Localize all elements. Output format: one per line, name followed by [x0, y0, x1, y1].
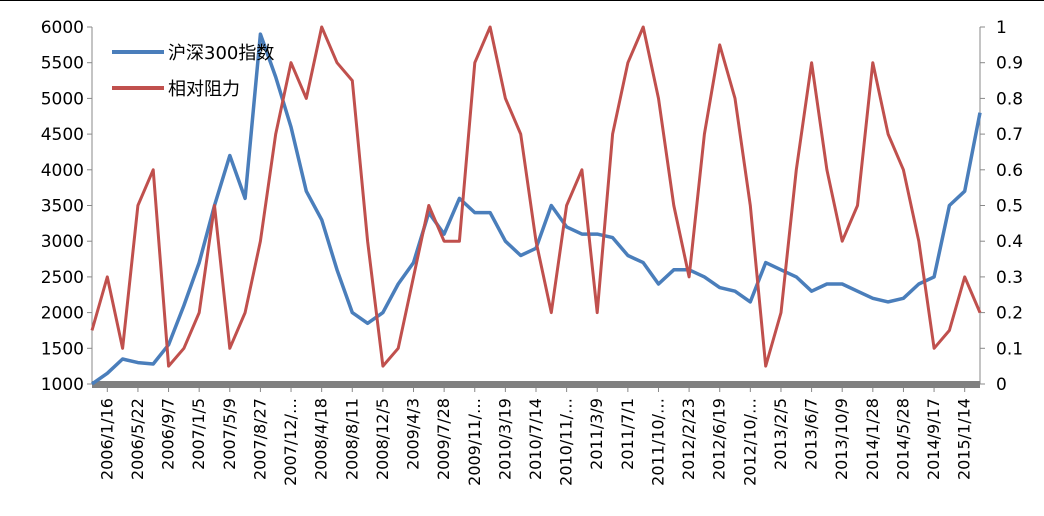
left-y-axis: 1000 1500 2000 2500 3000 3500 4000 4500 5000 5500…: [41, 18, 93, 395]
x-tick-label: 2006/1/16: [97, 398, 116, 480]
x-tick-label: 2013/2/5: [771, 398, 790, 470]
left-tick-label: 5000: [41, 89, 84, 109]
right-tick-label: 1: [996, 18, 1007, 38]
x-tick-label: 2014/5/28: [893, 398, 912, 480]
left-tick-label: 2500: [41, 268, 84, 288]
left-tick-label: 6000: [41, 18, 84, 38]
x-tick-label: 2009/11/…: [465, 398, 484, 486]
legend-label: 相对阻力: [168, 79, 240, 100]
right-tick-label: 0.6: [996, 161, 1023, 181]
plot-area: [90, 25, 982, 386]
right-tick-label: 0.4: [996, 232, 1023, 252]
right-tick-label: 0: [996, 375, 1007, 395]
x-tick-label: 2010/7/14: [526, 398, 545, 480]
right-tick-label: 0.5: [996, 197, 1023, 217]
x-tick-label: 2014/9/17: [924, 398, 943, 480]
x-tick-label: 2007/5/9: [220, 398, 239, 470]
x-tick-label: 2015/1/14: [955, 398, 974, 480]
x-tick-label: 2011/3/9: [587, 398, 606, 470]
x-tick-label: 2011/7/1: [618, 398, 637, 470]
x-tick-label: 2013/10/9: [832, 398, 851, 480]
left-tick-label: 3500: [41, 197, 84, 217]
right-y-axis: 0 0.1 0.2 0.3 0.4 0.5 0.6 0.7 0.8 0.9 1: [979, 18, 1023, 395]
x-tick-label: 2010/3/19: [495, 398, 514, 480]
x-tick-label: 2006/9/7: [159, 398, 178, 470]
x-tick-label: 2006/5/22: [128, 398, 147, 480]
x-tick-label: 2013/6/7: [802, 398, 821, 470]
legend-label: 沪深300指数: [168, 43, 274, 64]
x-axis: 2006/1/16 2006/5/22 2006/9/7 2007/1/5 2007/5…: [92, 381, 980, 486]
right-tick-label: 0.3: [996, 268, 1023, 288]
left-tick-label: 4500: [41, 125, 84, 145]
right-tick-label: 0.9: [996, 54, 1023, 74]
right-tick-label: 0.2: [996, 304, 1023, 324]
left-tick-label: 4000: [41, 161, 84, 181]
x-tick-label: 2012/6/19: [710, 398, 729, 480]
right-tick-label: 0.7: [996, 125, 1023, 145]
x-axis-line: [92, 381, 980, 388]
x-tick-label: 2007/1/5: [189, 398, 208, 470]
left-tick-label: 5500: [41, 54, 84, 74]
x-tick-label: 2008/4/18: [312, 398, 331, 480]
x-tick-label: 2007/12/…: [281, 398, 300, 486]
x-tick-label: 2009/4/3: [404, 398, 423, 470]
x-tick-label: 2014/1/28: [863, 398, 882, 480]
series-line-1: [90, 25, 982, 368]
x-tick-label: 2007/8/27: [250, 398, 269, 480]
right-tick-label: 0.1: [996, 339, 1023, 359]
x-tick-label: 2012/2/23: [679, 398, 698, 480]
x-tick-label: 2010/11/…: [557, 398, 576, 486]
x-tick-label: 2008/12/5: [373, 398, 392, 480]
left-tick-label: 2000: [41, 304, 84, 324]
x-tick-label: 2009/7/28: [434, 398, 453, 480]
x-tick-label: 2011/10/…: [648, 398, 667, 486]
right-tick-label: 0.8: [996, 89, 1023, 109]
left-tick-label: 1000: [41, 375, 84, 395]
x-tick-label: 2008/8/11: [342, 398, 361, 480]
left-tick-label: 1500: [41, 339, 84, 359]
x-tick-label: 2012/10/…: [740, 398, 759, 486]
left-tick-label: 3000: [41, 232, 84, 252]
